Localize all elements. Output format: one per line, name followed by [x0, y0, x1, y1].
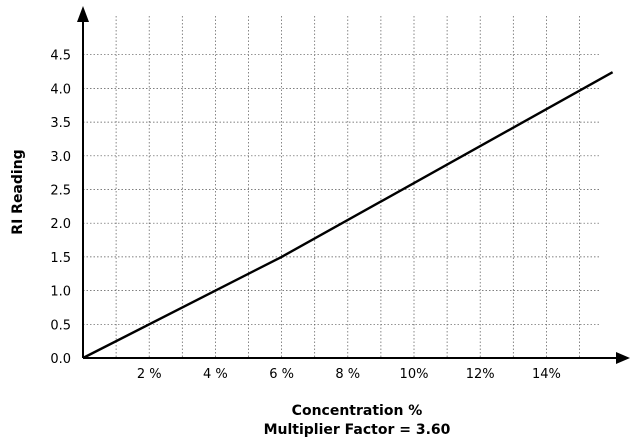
y-tick-label: 4.5 [50, 49, 71, 64]
x-tick-label: 6 % [269, 367, 294, 382]
tick-labels: 0.0 0.5 1.0 1.5 2.0 2.5 3.0 3.5 4.0 4.5 2 % 4 % 6 % 8… [50, 49, 561, 382]
x-tick-label: 4 % [203, 367, 228, 382]
series-line [82, 71, 614, 360]
x-tick-label: 2 % [137, 367, 162, 382]
y-tick-label: 4.0 [50, 82, 71, 97]
y-tick-label: 0.0 [50, 352, 71, 367]
chart-subtitle: Multiplier Factor = 3.60 [264, 422, 451, 438]
x-tick-label: 14% [532, 367, 561, 382]
y-axis-arrow [77, 6, 89, 22]
y-tick-label: 1.5 [50, 251, 71, 266]
y-tick-label: 2.0 [50, 217, 71, 232]
series [82, 71, 614, 360]
y-tick-label: 1.0 [50, 285, 71, 300]
y-axis-title: RI Reading [10, 149, 26, 234]
x-tick-label: 8 % [335, 367, 360, 382]
y-tick-label: 2.5 [50, 184, 71, 199]
x-tick-label: 12% [466, 367, 495, 382]
y-tick-label: 3.0 [50, 150, 71, 165]
grid-lines [83, 16, 600, 358]
y-tick-label: 3.5 [50, 116, 71, 131]
x-axis-arrow [616, 352, 630, 364]
axes [77, 6, 630, 364]
y-tick-label: 0.5 [50, 318, 71, 333]
x-axis-title: Concentration % [292, 403, 423, 419]
x-tick-label: 10% [400, 367, 429, 382]
